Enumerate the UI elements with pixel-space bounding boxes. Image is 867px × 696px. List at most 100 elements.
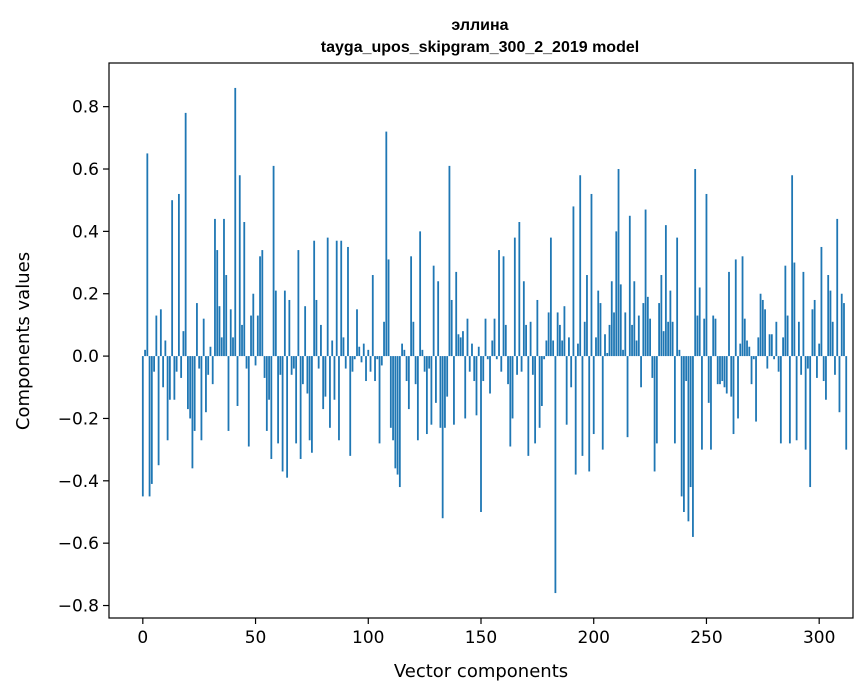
bar-137 (450, 299, 453, 357)
bar-212 (619, 284, 622, 357)
bar-46 (245, 356, 248, 369)
bar-293 (802, 271, 805, 357)
bar-213 (622, 349, 624, 357)
bar-296 (809, 356, 812, 488)
x-axis-label: Vector components (394, 661, 568, 682)
y-axis-ticks: −0.8 −0.6 −0.4 −0.2 0.0 0.2 0.4 0.6 0.8 (58, 98, 109, 617)
bar-150 (480, 356, 482, 512)
bar-183 (554, 356, 557, 594)
bar-222 (642, 303, 645, 357)
bar-251 (707, 356, 710, 403)
bar-22 (191, 356, 194, 469)
bar-7 (157, 356, 160, 466)
bar-172 (529, 321, 532, 357)
bar-14 (173, 356, 176, 400)
bar-307 (834, 356, 836, 375)
bar-170 (525, 324, 527, 357)
bar-229 (658, 303, 661, 357)
bar-291 (797, 321, 800, 357)
bar-230 (660, 275, 663, 357)
bar-278 (768, 334, 771, 357)
bar-236 (673, 356, 676, 444)
bar-276 (764, 309, 766, 357)
bar-166 (516, 356, 518, 375)
bar-234 (669, 290, 672, 357)
bar-232 (664, 225, 667, 357)
bar-224 (646, 296, 649, 357)
bar-24 (196, 303, 198, 357)
bar-116 (403, 349, 406, 357)
bar-48 (250, 315, 252, 357)
bar-311 (843, 303, 845, 357)
bar-86 (335, 240, 338, 357)
bar-160 (502, 256, 505, 357)
bar-208 (610, 281, 613, 357)
bar-143 (464, 356, 467, 419)
x-tick-label: 50 (245, 628, 267, 648)
bar-194 (579, 175, 582, 357)
chart-title-line1: эллина (451, 17, 508, 34)
bar-3 (148, 356, 151, 497)
bar-266 (741, 256, 744, 357)
y-tick-label: −0.8 (58, 597, 99, 617)
bar-228 (655, 356, 658, 444)
bar-299 (816, 356, 818, 378)
bar-52 (259, 256, 261, 357)
x-tick-label: 250 (690, 628, 722, 648)
bar-257 (721, 356, 724, 382)
bar-60 (277, 356, 279, 444)
bar-309 (838, 356, 841, 413)
bar-295 (807, 356, 809, 369)
bar-188 (565, 356, 568, 425)
bar-38 (227, 356, 230, 431)
bar-5 (153, 356, 155, 372)
bar-255 (716, 356, 719, 385)
bar-87 (338, 356, 340, 441)
bar-283 (779, 356, 782, 444)
bar-66 (290, 356, 293, 375)
x-tick-label: 300 (803, 628, 835, 648)
bar-17 (180, 356, 183, 378)
bar-223 (644, 209, 647, 357)
bar-177 (540, 356, 543, 406)
bar-306 (831, 321, 834, 357)
bar-44 (241, 324, 243, 357)
y-tick-label: −0.6 (58, 534, 99, 554)
bar-199 (590, 193, 593, 357)
bar-216 (628, 215, 631, 357)
bar-74 (308, 356, 311, 441)
bar-203 (599, 303, 602, 357)
bar-58 (272, 165, 275, 357)
bar-117 (405, 356, 408, 382)
bar-32 (214, 218, 216, 357)
bar-114 (398, 356, 401, 488)
bar-174 (534, 356, 537, 444)
bar-240 (683, 356, 685, 512)
bar-94 (353, 356, 356, 360)
bar-131 (437, 281, 440, 357)
bar-210 (615, 231, 618, 357)
bar-254 (714, 318, 717, 357)
y-tick-label: 0.6 (72, 160, 99, 180)
bar-282 (777, 356, 780, 372)
bar-155 (491, 340, 494, 357)
bar-294 (804, 356, 807, 450)
bar-61 (279, 356, 282, 375)
bar-235 (671, 321, 674, 357)
bar-132 (439, 356, 442, 428)
bar-168 (520, 356, 523, 372)
bar-209 (613, 312, 615, 357)
x-tick-label: 100 (352, 628, 384, 648)
bar-253 (712, 315, 715, 357)
bar-92 (349, 356, 352, 456)
bar-40 (232, 337, 234, 357)
bar-245 (694, 169, 697, 357)
bar-110 (389, 356, 392, 428)
x-axis-ticks: 0 50 100 150 200 250 300 (137, 618, 835, 648)
bar-144 (466, 318, 469, 357)
bar-69 (297, 250, 300, 357)
bar-190 (570, 356, 573, 388)
bar-204 (601, 356, 604, 450)
bar-115 (401, 343, 403, 357)
